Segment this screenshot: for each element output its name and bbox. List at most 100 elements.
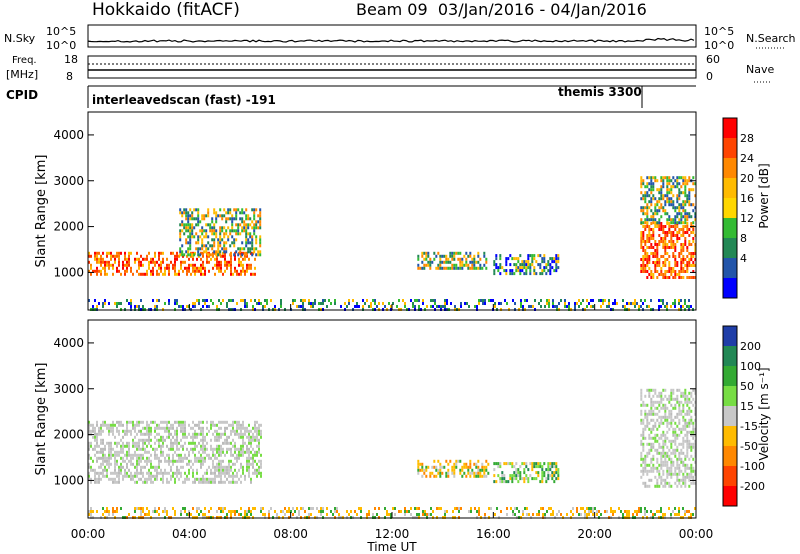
echo-cell	[221, 229, 224, 233]
echo-cell	[254, 426, 256, 430]
echo-cell	[430, 305, 432, 308]
echo-cell	[188, 450, 190, 454]
echo-cell	[211, 253, 214, 257]
echo-cell	[374, 299, 376, 302]
echo-cell	[678, 203, 681, 207]
echo-cell	[182, 269, 184, 273]
echo-cell	[654, 240, 657, 243]
echo-cell	[104, 474, 106, 478]
nave-label: Nave	[746, 63, 774, 76]
echo-cell	[672, 243, 675, 246]
echo-cell	[612, 302, 614, 305]
echo-cell	[245, 208, 248, 212]
echo-cell	[260, 510, 262, 513]
echo-cell	[216, 447, 218, 451]
echo-cell	[180, 510, 182, 513]
echo-cell	[304, 510, 306, 513]
echo-cell	[259, 208, 262, 212]
echo-cell	[198, 513, 200, 516]
echo-cell	[195, 241, 198, 245]
echo-cell	[517, 471, 520, 475]
echo-cell	[136, 456, 138, 460]
echo-cell	[202, 474, 204, 478]
echo-cell	[188, 263, 190, 267]
echo-cell	[692, 481, 695, 485]
echo-cell	[642, 400, 645, 404]
nsky-tick-top: 10^5	[46, 25, 76, 38]
echo-cell	[690, 243, 693, 246]
echo-cell	[205, 235, 208, 239]
echo-cell	[596, 510, 598, 513]
echo-cell	[686, 510, 688, 513]
echo-cell	[644, 507, 646, 510]
echo-cell	[98, 477, 100, 481]
echo-cell	[172, 251, 174, 255]
echo-cell	[132, 453, 134, 457]
echo-cell	[475, 465, 478, 469]
echo-cell	[248, 432, 250, 436]
echo-cell	[682, 225, 685, 228]
echo-cell	[670, 243, 673, 246]
echo-cell	[481, 468, 484, 472]
echo-cell	[108, 426, 110, 430]
echo-cell	[678, 276, 681, 279]
echo-cell	[676, 179, 679, 183]
echo-cell	[541, 257, 544, 261]
echo-cell	[644, 212, 647, 216]
echo-cell	[154, 420, 156, 424]
echo-cell	[547, 465, 550, 469]
echo-cell	[223, 235, 226, 239]
echo-cell	[646, 472, 649, 476]
echo-cell	[523, 263, 526, 267]
echo-cell	[572, 513, 574, 516]
echo-cell	[181, 214, 184, 218]
echo-cell	[206, 254, 208, 258]
echo-cell	[463, 263, 466, 267]
echo-cell	[644, 191, 647, 195]
echo-cell	[545, 263, 548, 267]
echo-cell	[216, 456, 218, 460]
echo-cell	[184, 266, 186, 270]
echo-cell	[222, 465, 224, 469]
echo-cell	[230, 432, 232, 436]
echo-cell	[249, 232, 252, 236]
echo-cell	[224, 468, 226, 472]
echo-cell	[688, 421, 691, 425]
echo-cell	[252, 459, 254, 463]
echo-cell	[556, 305, 558, 308]
echo-cell	[557, 257, 560, 261]
echo-cell	[658, 484, 661, 488]
echo-cell	[660, 415, 663, 419]
echo-cell	[154, 429, 156, 433]
echo-cell	[499, 465, 502, 469]
echo-cell	[118, 420, 120, 424]
echo-cell	[185, 229, 188, 233]
echo-cell	[190, 441, 192, 445]
echo-cell	[246, 302, 248, 305]
echo-cell	[666, 472, 669, 476]
echo-cell	[439, 474, 442, 478]
echo-cell	[102, 450, 104, 454]
echo-cell	[688, 424, 691, 428]
echo-cell	[688, 264, 691, 267]
echo-cell	[118, 263, 120, 267]
echo-cell	[678, 252, 681, 255]
echo-cell	[664, 406, 667, 410]
echo-cell	[215, 229, 218, 233]
echo-cell	[240, 507, 242, 510]
echo-cell	[148, 429, 150, 433]
echo-cell	[434, 302, 436, 305]
echo-cell	[256, 420, 258, 424]
echo-cell	[658, 188, 661, 192]
echo-cell	[218, 507, 220, 510]
echo-cell	[144, 465, 146, 469]
echo-cell	[694, 400, 697, 404]
echo-cell	[485, 465, 488, 469]
echo-cell	[586, 507, 588, 510]
echo-cell	[660, 445, 663, 449]
echo-cell	[186, 474, 188, 478]
echo-cell	[128, 513, 130, 516]
echo-cell	[186, 456, 188, 460]
echo-cell	[134, 441, 136, 445]
